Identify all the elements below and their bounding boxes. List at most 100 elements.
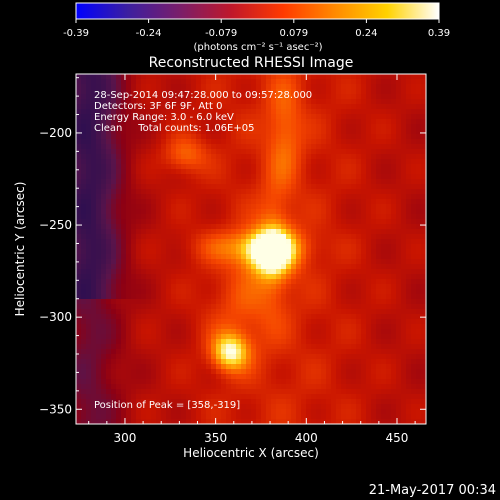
heatmap-cell	[341, 139, 347, 145]
heatmap-cell	[301, 174, 307, 180]
heatmap-cell	[266, 134, 272, 140]
heatmap-cell	[221, 279, 227, 285]
heatmap-cell	[246, 199, 252, 205]
heatmap-cell	[411, 339, 417, 345]
heatmap-cell	[366, 399, 372, 405]
heatmap-cell	[301, 194, 307, 200]
heatmap-cell	[181, 289, 187, 295]
heatmap-cell	[121, 159, 127, 165]
heatmap-cell	[306, 409, 312, 415]
heatmap-cell	[116, 134, 122, 140]
heatmap-cell	[181, 94, 187, 100]
heatmap-cell	[386, 234, 392, 240]
heatmap-cell	[156, 254, 162, 260]
heatmap-cell	[91, 349, 97, 355]
heatmap-cell	[246, 399, 252, 405]
heatmap-cell	[311, 374, 317, 380]
heatmap-cell	[191, 299, 197, 305]
heatmap-cell	[81, 124, 87, 130]
heatmap-cell	[136, 104, 142, 110]
heatmap-cell	[126, 334, 132, 340]
heatmap-cell	[146, 129, 152, 135]
heatmap-cell	[156, 174, 162, 180]
heatmap-cell	[411, 129, 417, 135]
heatmap-cell	[211, 74, 217, 80]
heatmap-cell	[221, 154, 227, 160]
heatmap-cell	[166, 259, 172, 265]
heatmap-cell	[276, 239, 282, 245]
heatmap-cell	[401, 314, 407, 320]
heatmap-cell	[351, 114, 357, 120]
heatmap-cell	[226, 369, 232, 375]
heatmap-cell	[371, 299, 377, 305]
heatmap-cell	[261, 379, 267, 385]
heatmap-cell	[356, 359, 362, 365]
heatmap-cell	[351, 129, 357, 135]
heatmap-cell	[226, 179, 232, 185]
heatmap-cell	[186, 359, 192, 365]
colorbar-ticks: -0.39 -0.24 -0.079 0.079 0.24 0.39	[63, 19, 450, 39]
heatmap-cell	[76, 189, 82, 195]
heatmap-cell	[306, 234, 312, 240]
heatmap-cell	[171, 294, 177, 300]
heatmap-cell	[136, 229, 142, 235]
heatmap-cell	[326, 414, 332, 420]
heatmap-cell	[346, 274, 352, 280]
heatmap-cell	[361, 204, 367, 210]
heatmap-cell	[231, 99, 237, 105]
heatmap-cell	[291, 314, 297, 320]
heatmap-cell	[291, 379, 297, 385]
heatmap-cell	[141, 214, 147, 220]
heatmap-cell	[106, 244, 112, 250]
heatmap-cell	[381, 149, 387, 155]
heatmap-cell	[256, 179, 262, 185]
heatmap-cell	[311, 94, 317, 100]
heatmap-cell	[296, 239, 302, 245]
heatmap-cell	[201, 369, 207, 375]
heatmap-cell	[146, 114, 152, 120]
heatmap-cell	[311, 159, 317, 165]
heatmap-cell	[241, 404, 247, 410]
annotation-time-range: 28-Sep-2014 09:47:28.000 to 09:57:28.000	[94, 90, 312, 101]
heatmap-cell	[161, 184, 167, 190]
heatmap-cell	[291, 419, 297, 424]
heatmap-cell	[181, 374, 187, 380]
heatmap-cell	[111, 104, 117, 110]
heatmap-cell	[346, 249, 352, 255]
heatmap-cell	[236, 384, 242, 390]
heatmap-cell	[121, 339, 127, 345]
heatmap-cell	[251, 194, 257, 200]
heatmap-cell	[361, 399, 367, 405]
heatmap-cell	[221, 274, 227, 280]
heatmap-cell	[166, 364, 172, 370]
heatmap-cell	[231, 109, 237, 115]
heatmap-cell	[151, 309, 157, 315]
colorbar-tick-label: 0.079	[279, 28, 308, 39]
heatmap-cell	[86, 409, 92, 415]
heatmap-cell	[76, 144, 82, 150]
heatmap-cell	[196, 174, 202, 180]
heatmap-cell	[316, 124, 322, 130]
heatmap-cell	[361, 369, 367, 375]
heatmap-cell	[106, 139, 112, 145]
heatmap-cell	[271, 169, 277, 175]
heatmap-cell	[351, 359, 357, 365]
heatmap-cell	[296, 114, 302, 120]
heatmap-cell	[146, 94, 152, 100]
heatmap-cell	[86, 364, 92, 370]
heatmap-cell	[401, 89, 407, 95]
heatmap-cell	[301, 394, 307, 400]
heatmap-cell	[366, 219, 372, 225]
heatmap-cell	[231, 129, 237, 135]
heatmap-cell	[271, 404, 277, 410]
heatmap-cell	[371, 124, 377, 130]
heatmap-cell	[266, 189, 272, 195]
heatmap-cell	[311, 104, 317, 110]
heatmap-cell	[176, 304, 182, 310]
heatmap-cell	[366, 179, 372, 185]
heatmap-cell	[411, 109, 417, 115]
heatmap-cell	[266, 404, 272, 410]
heatmap-cell	[291, 259, 297, 265]
heatmap-cell	[346, 319, 352, 325]
heatmap-cell	[361, 114, 367, 120]
